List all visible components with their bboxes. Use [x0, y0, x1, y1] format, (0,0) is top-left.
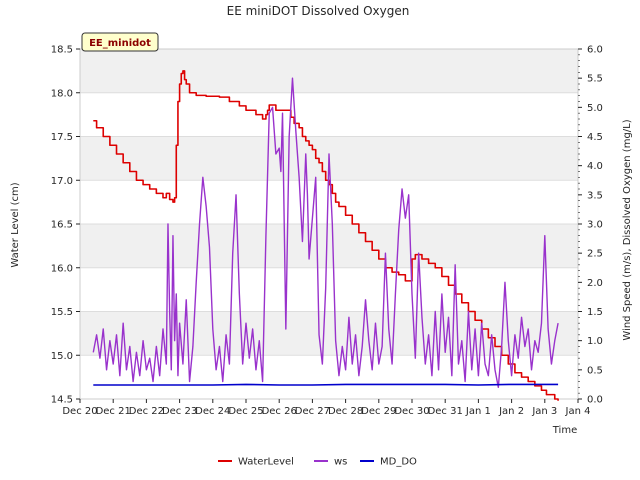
background-band: [80, 224, 578, 268]
y-left-tick-label: 17.0: [51, 176, 73, 187]
x-tick-label: Dec 29: [361, 406, 396, 417]
x-tick-label: Jan 1: [465, 406, 491, 417]
x-tick-label: Dec 30: [394, 406, 429, 417]
site-badge: EE_minidot: [81, 32, 159, 52]
x-tick-label: Dec 24: [195, 406, 230, 417]
series-line-ws: [92, 77, 559, 389]
legend: WaterLevel ws MD_DO: [218, 457, 417, 468]
legend-label-ws: ws: [334, 457, 347, 468]
y-right-tick-label: 0.0: [587, 395, 603, 406]
y-right-tick-label: 1.5: [587, 307, 603, 318]
y-right-tick-label: 5.0: [587, 103, 603, 114]
series-line-md-do: [93, 383, 559, 386]
chart-title: EE miniDOT Dissolved Oxygen: [227, 4, 410, 18]
y-right-tick-label: 0.5: [587, 365, 603, 376]
y-left-tick-label: 15.0: [51, 351, 73, 362]
x-tick-label: Jan 3: [531, 406, 557, 417]
y-right-tick-label: 1.0: [587, 336, 603, 347]
y-left-tick-label: 18.5: [51, 45, 73, 56]
x-tick-label: Dec 22: [129, 406, 164, 417]
x-tick-label: Dec 20: [62, 406, 97, 417]
y-right-axis-ticks: 0.0 0.5 1.0 1.5 2.0 2.5 3.0 3.5 4.0 4.5 5.0 5.5 6.0: [578, 45, 603, 406]
series-line-waterlevel: [93, 70, 559, 401]
x-tick-label: Dec 27: [295, 406, 330, 417]
y-right-tick-label: 4.0: [587, 161, 603, 172]
y-right-tick-label: 3.0: [587, 220, 603, 231]
x-tick-label: Jan 4: [565, 406, 591, 417]
y-left-tick-label: 18.0: [51, 88, 73, 99]
x-tick-label: Jan 2: [498, 406, 524, 417]
x-axis-label: Time: [552, 425, 577, 436]
y-left-tick-label: 15.5: [51, 307, 73, 318]
x-tick-label: Dec 25: [228, 406, 263, 417]
y-right-tick-label: 2.0: [587, 278, 603, 289]
y-right-tick-label: 3.5: [587, 190, 603, 201]
legend-label-md-do: MD_DO: [380, 457, 417, 468]
y-left-tick-label: 17.5: [51, 132, 73, 143]
y-right-tick-label: 4.5: [587, 132, 603, 143]
x-tick-label: Dec 31: [428, 406, 463, 417]
y-right-tick-label: 5.5: [587, 74, 603, 85]
legend-label-waterlevel: WaterLevel: [238, 457, 294, 468]
y-left-tick-label: 16.5: [51, 220, 73, 231]
y-right-tick-label: 2.5: [587, 249, 603, 260]
series-lines: [92, 70, 559, 401]
y-left-tick-label: 16.0: [51, 263, 73, 274]
site-badge-label: EE_minidot: [89, 38, 151, 49]
site-badge-box: [81, 32, 159, 52]
background-bands: [80, 49, 578, 356]
y-left-axis-ticks: 14.5 15.0 15.5 16.0 16.5 17.0 17.5 18.0 18.5: [51, 45, 80, 406]
y-right-tick-label: 6.0: [587, 45, 603, 56]
x-tick-label: Dec 26: [262, 406, 297, 417]
x-tick-label: Dec 28: [328, 406, 363, 417]
y-right-axis-label: Wind Speed (m/s), Dissolved Oxygen (mg/L…: [622, 119, 633, 340]
x-tick-label: Dec 21: [96, 406, 131, 417]
y-left-tick-label: 14.5: [51, 395, 73, 406]
x-tick-label: Dec 23: [162, 406, 197, 417]
background-band: [80, 49, 578, 93]
y-left-axis-label: Water Level (cm): [10, 182, 21, 267]
